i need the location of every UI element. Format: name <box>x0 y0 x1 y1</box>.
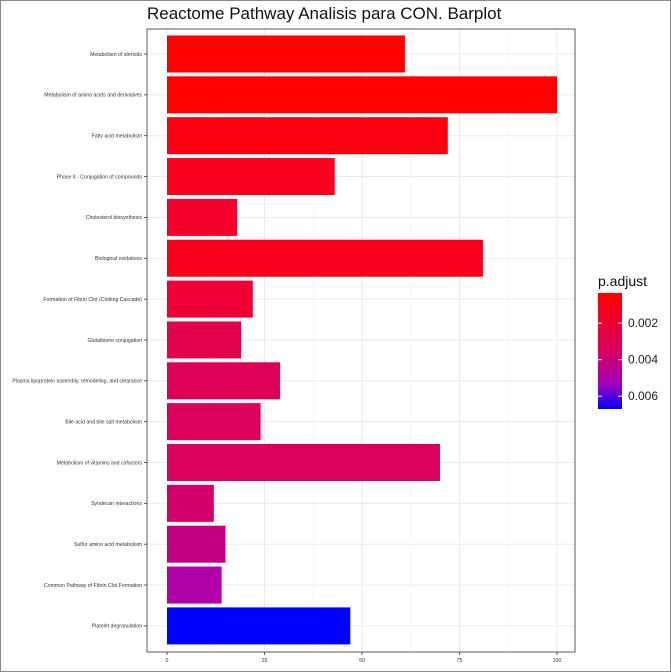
legend-ticks: 0.002 0.004 0.006 <box>598 316 658 403</box>
bar <box>167 198 238 236</box>
y-tick-label: Metabolism of vitamins and cofactors <box>57 460 143 466</box>
bar <box>167 35 405 73</box>
legend: p.adjust 0.002 0.004 0.006 <box>598 273 658 409</box>
y-tick-label: Platelet degranulation <box>92 624 142 630</box>
legend-label: 0.002 <box>628 316 658 330</box>
chart-title: Reactome Pathway Analisis para CON. Barp… <box>147 4 502 23</box>
x-tick-label: 0 <box>166 658 169 664</box>
x-tick-label: 100 <box>553 658 562 664</box>
y-axis-labels: Metabolism of steroids Metabolism of amin… <box>12 52 147 630</box>
y-tick-label: Sulfur amino acid metabolism <box>74 542 142 548</box>
y-tick-label: Bile acid and bile salt metabolism <box>65 419 142 425</box>
bar <box>167 484 214 522</box>
y-tick-label: Phase II - Conjugation of compounds <box>57 174 143 180</box>
legend-title: p.adjust <box>598 273 647 289</box>
bar <box>167 444 440 481</box>
bar <box>167 117 448 155</box>
panel-border <box>146 28 576 653</box>
y-tick-label: Glutathione conjugation <box>87 338 142 344</box>
bars <box>167 35 557 645</box>
y-tick-label: Fatty acid metabolism <box>92 134 142 140</box>
bar <box>167 525 226 563</box>
bar <box>167 158 335 196</box>
bar <box>167 239 483 277</box>
y-tick-label: Common Pathway of Fibrin Clot Formation <box>44 583 142 589</box>
y-tick-label: Cholesterol biosynthesis <box>86 215 143 221</box>
y-tick-label: Syndecan interactions <box>91 501 142 507</box>
y-tick-label: Metabolism of amino acids and derivative… <box>44 93 142 99</box>
x-tick-label: 25 <box>262 658 268 664</box>
y-tick-label: Plasma lipoprotein assembly, remodeling,… <box>12 379 142 385</box>
y-tick-label: Metabolism of steroids <box>90 52 142 58</box>
x-axis-labels: 0 25 50 75 100 <box>166 652 562 664</box>
bar <box>167 76 557 114</box>
x-tick-label: 75 <box>457 658 463 664</box>
bar <box>167 321 242 359</box>
legend-label: 0.004 <box>628 353 658 367</box>
bar <box>167 566 222 604</box>
bar <box>167 280 253 318</box>
legend-colorbar <box>598 293 622 409</box>
legend-label: 0.006 <box>628 389 658 403</box>
bar <box>167 362 281 400</box>
x-tick-label: 50 <box>359 658 365 664</box>
bar <box>167 607 351 645</box>
bar <box>167 403 261 441</box>
y-tick-label: Formation of Fibrin Clot (Clotting Casca… <box>43 297 142 303</box>
y-tick-label: Biological oxidations <box>95 256 142 262</box>
